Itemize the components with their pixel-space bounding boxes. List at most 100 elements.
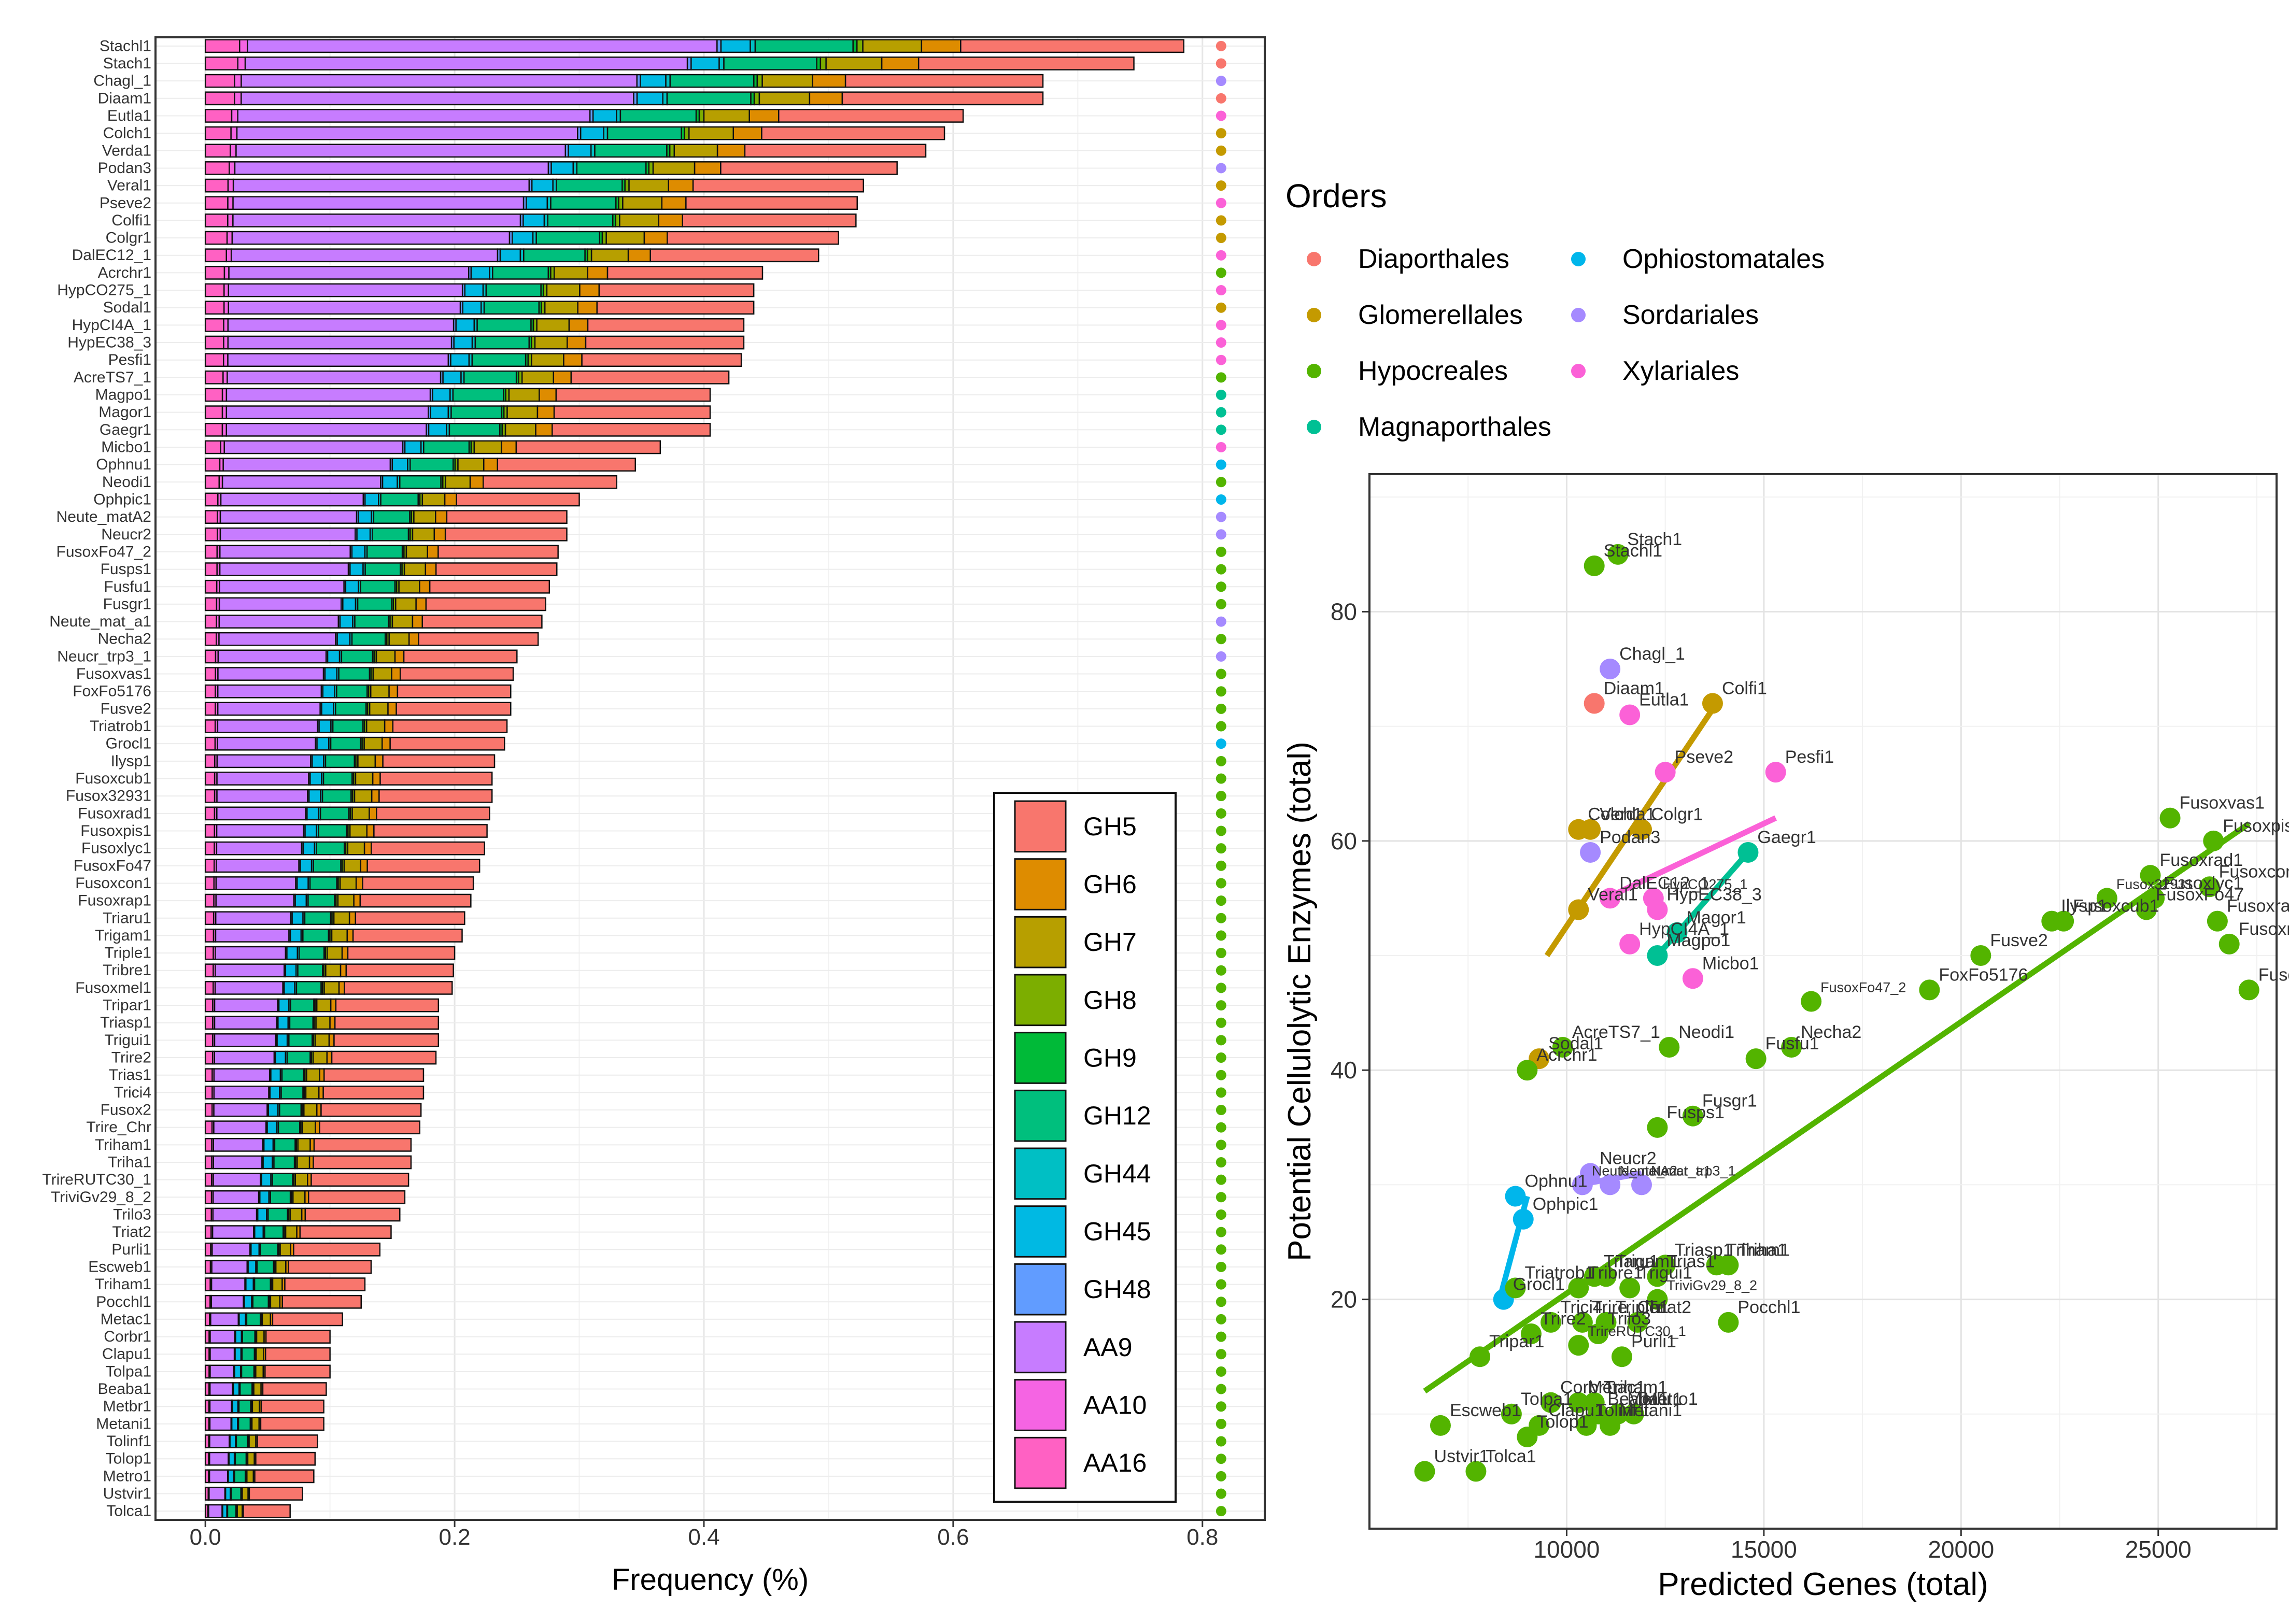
point-label: HypEC38_3	[1666, 885, 1761, 905]
order-legend-label: Glomerellales	[1358, 300, 1523, 330]
bar-segment-AA9	[219, 562, 349, 576]
bar-segment-AA9	[216, 859, 300, 873]
bar-segment-AA9	[217, 736, 316, 751]
bar-segment-GH6	[732, 126, 762, 140]
point-label: Triasp1	[1675, 1240, 1733, 1260]
bar-segment-GH45	[568, 144, 592, 158]
bar-segment-GH7	[365, 719, 386, 733]
species-label: Pseve2	[100, 194, 151, 211]
scatter-point	[1627, 1312, 1648, 1333]
order-dot	[1216, 1454, 1226, 1464]
bar-segment-AA9	[219, 510, 358, 524]
bar-segment-AA10	[227, 178, 234, 193]
point-label: Sodal1	[1548, 1034, 1603, 1053]
scatter-panel-border	[1368, 473, 2278, 1530]
bar-segment-GH6	[388, 684, 399, 699]
bar-segment-AA9	[214, 1050, 275, 1065]
point-label: Ophpic1	[1533, 1194, 1599, 1214]
bar-segment-AA16	[204, 1085, 213, 1100]
scatter-point	[1647, 945, 1668, 966]
scatter-point	[1647, 1289, 1668, 1310]
species-label: Trigam1	[95, 927, 151, 944]
bar-segment-GH5	[379, 772, 493, 786]
bar-legend-swatch-AA10	[1014, 1379, 1067, 1431]
bar-segment-GH6	[387, 702, 397, 716]
bar-segment-AA16	[204, 562, 218, 576]
bar-segment-GH5	[322, 1085, 425, 1100]
order-dot	[1216, 616, 1226, 627]
scatter-point	[1619, 704, 1641, 725]
bar-segment-GH45	[550, 161, 574, 175]
bar-segment-GH6	[326, 1050, 333, 1065]
species-label: Trilo3	[113, 1206, 151, 1223]
order-dot	[1216, 233, 1226, 244]
point-label: Trilo3	[1607, 1309, 1651, 1329]
bar-segment-GH5	[333, 1033, 440, 1047]
point-label: FoxFo5176	[1939, 965, 2028, 985]
bar-segment-AA9	[228, 283, 463, 297]
bar-segment-AA9	[208, 1504, 223, 1518]
order-dot	[1216, 1488, 1226, 1499]
bar-segment-AA9	[209, 1364, 235, 1379]
species-label: Veral1	[107, 177, 151, 194]
species-label: Triha1	[108, 1153, 151, 1171]
bar-segment-AA16	[204, 144, 231, 158]
bar-segment-GH45	[296, 876, 309, 890]
bar-segment-AA9	[230, 248, 499, 263]
point-label: Fusox32931	[2116, 876, 2194, 892]
bar-segment-GH45	[580, 126, 604, 140]
bar-segment-GH7	[388, 632, 410, 646]
bar-segment-AA10	[227, 213, 234, 227]
bar-segment-AA16	[204, 579, 218, 594]
order-dot	[1216, 197, 1226, 208]
bar-segment-AA9	[212, 1207, 258, 1222]
point-label: Podan3	[1600, 828, 1660, 847]
scatter-y-tick-label: 60	[1331, 828, 1357, 854]
bar-segment-AA10	[234, 74, 242, 88]
bar-segment-AA16	[204, 335, 224, 350]
scatter-point	[1655, 762, 1676, 783]
bar-segment-GH5	[841, 91, 1044, 106]
scatter-point	[1541, 1312, 1561, 1333]
bar-segment-GH7	[251, 1417, 260, 1431]
order-dot	[1216, 703, 1226, 714]
bar-segment-AA9	[232, 196, 525, 210]
bar-legend-swatch-GH6	[1014, 858, 1067, 910]
bar-segment-GH45	[283, 981, 295, 995]
point-label: AcreTS7_1	[1572, 1022, 1660, 1042]
scatter-point	[2053, 910, 2074, 932]
species-label: Metro1	[103, 1468, 151, 1485]
order-dot	[1216, 1471, 1226, 1481]
point-label: Triham1	[1726, 1240, 1790, 1260]
order-dot	[1216, 1401, 1226, 1412]
bar-segment-AA9	[236, 126, 578, 140]
scatter-point	[1631, 1174, 1652, 1195]
bar-segment-GH6	[536, 405, 555, 420]
bar-segment-AA9	[211, 1260, 248, 1274]
bar-segment-GH45	[453, 335, 473, 350]
bar-segment-GH45	[267, 1103, 279, 1117]
bar-segment-GH45	[522, 213, 545, 227]
order-dot	[1216, 1174, 1226, 1185]
order-dot	[1216, 1192, 1226, 1203]
scatter-point	[1465, 1461, 1487, 1482]
bar-segment-GH12	[281, 1068, 305, 1082]
bar-segment-GH12	[234, 1451, 247, 1466]
bar-segment-GH5	[319, 1120, 421, 1135]
bar-segment-GH12	[237, 1417, 251, 1431]
order-legend-dot	[1307, 252, 1321, 266]
order-dot	[1216, 163, 1226, 174]
point-label: Trici4	[1560, 1298, 1603, 1317]
bar-segment-AA9	[213, 1068, 271, 1082]
bar-segment-GH7	[369, 702, 389, 716]
bar-segment-GH7	[673, 144, 718, 158]
order-dot	[1216, 1297, 1226, 1307]
bar-segment-GH6	[568, 318, 589, 332]
bar-segment-GH5	[456, 492, 580, 507]
point-label: Corbr1	[1560, 1378, 1614, 1398]
bar-segment-AA10	[225, 248, 232, 263]
bar-segment-AA9	[216, 824, 305, 838]
species-label: Triaru1	[103, 909, 151, 927]
point-label: Acrchr1	[1536, 1045, 1597, 1065]
bar-segment-GH7	[473, 440, 502, 454]
